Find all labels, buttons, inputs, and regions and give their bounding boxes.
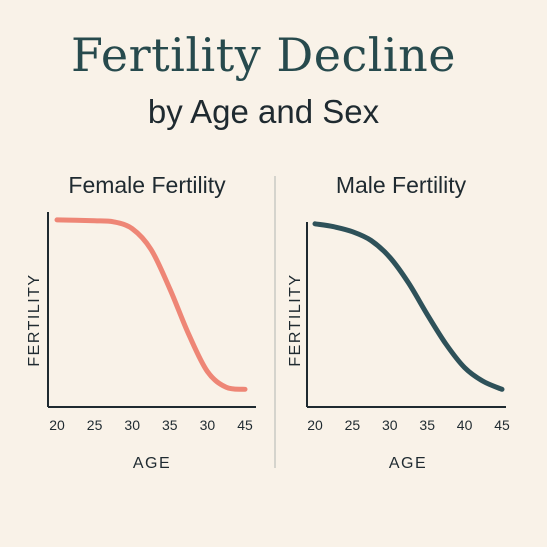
male-x-tick-label: 40 [457,417,473,433]
male-fertility-line [312,221,505,392]
male-panel-title: Male Fertility [336,172,467,198]
female-x-tick-label: 20 [49,417,65,433]
female-y-axis-label: FERTILITY [26,273,43,366]
female-panel-title: Female Fertility [68,172,226,198]
female-panel: Female Fertility FERTILITY AGE 20 25 30 35 3… [26,172,256,472]
female-fertility-line [54,217,248,392]
male-x-tick-label: 35 [419,417,435,433]
female-tick-labels: 20 25 30 35 30 45 [49,417,253,433]
chart-title: Fertility Decline [71,28,456,82]
female-x-tick-label: 30 [124,417,140,433]
male-x-axis-label: AGE [389,455,427,472]
male-x-tick-label: 30 [382,417,398,433]
female-x-tick-label: 25 [87,417,103,433]
female-x-axis-label: AGE [133,455,171,472]
chart-subtitle: by Age and Sex [147,93,380,130]
male-y-axis-label: FERTILITY [287,273,304,366]
male-panel: Male Fertility FERTILITY AGE 20 25 30 35 40 4… [287,172,510,472]
female-x-tick-label: 45 [237,417,253,433]
female-x-tick-label: 35 [162,417,178,433]
male-x-tick-label: 20 [307,417,323,433]
male-tick-labels: 20 25 30 35 40 45 [307,417,510,433]
male-x-tick-label: 25 [345,417,361,433]
female-x-tick-label: 30 [200,417,216,433]
male-x-tick-label: 45 [494,417,510,433]
